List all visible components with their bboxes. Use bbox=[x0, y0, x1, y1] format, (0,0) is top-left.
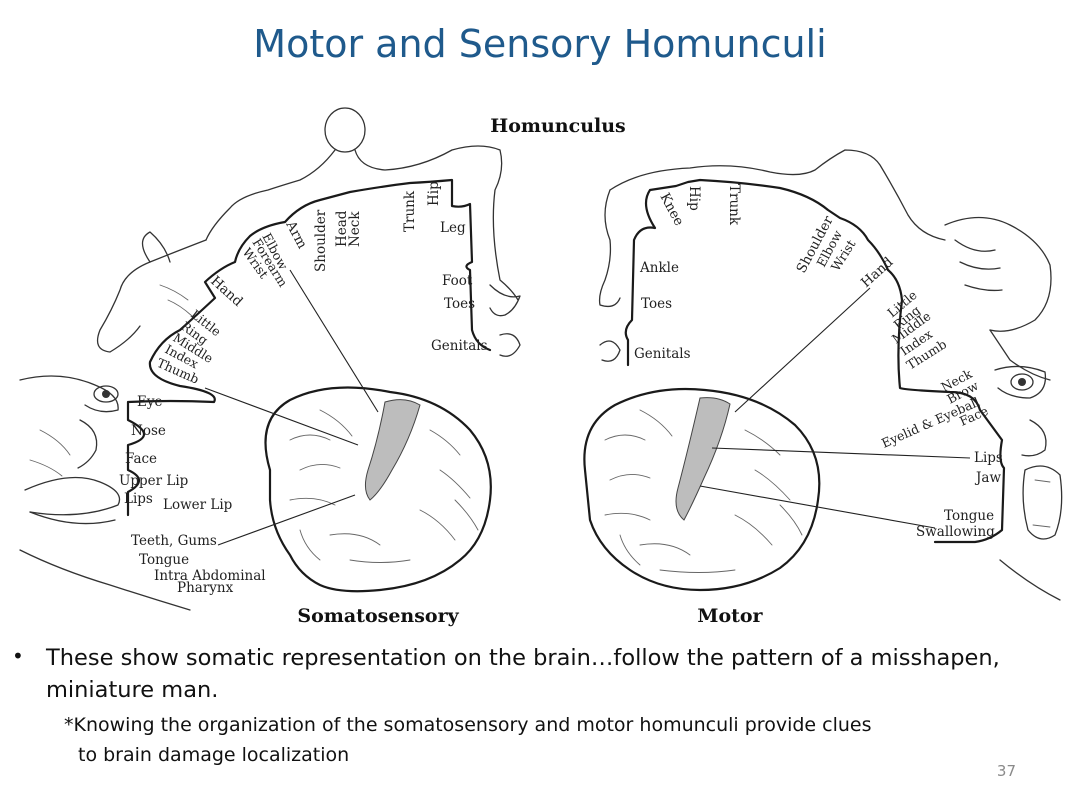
sensory-brain bbox=[204, 269, 492, 593]
motor-label-jaw: Jaw bbox=[974, 470, 1001, 486]
sensory-label-trunk: Trunk bbox=[402, 190, 418, 232]
somatosensory-labels: Shoulder Head Neck Trunk Hip Arm Elbow F… bbox=[119, 181, 488, 596]
sensory-label-intra-abdominal: Intra Abdominal bbox=[154, 568, 266, 584]
homunculus-figure: Homunculus Shoulder Head bbox=[19, 107, 1063, 627]
sensory-strip-highlight bbox=[364, 399, 421, 501]
sensory-label-head: Head bbox=[334, 210, 350, 247]
sensory-label-lower-lip: Lower Lip bbox=[163, 497, 232, 513]
sensory-label-hand: Hand bbox=[207, 273, 246, 310]
note-line-1: *Knowing the organization of the somatos… bbox=[64, 714, 872, 736]
somatosensory-diagram: Shoulder Head Neck Trunk Hip Arm Elbow F… bbox=[19, 107, 521, 627]
sensory-label-upper-lip: Upper Lip bbox=[119, 473, 188, 489]
note-line-2: to brain damage localization bbox=[78, 744, 350, 766]
sensory-homunculus-sketch bbox=[19, 107, 521, 611]
motor-label-tongue: Tongue bbox=[944, 508, 994, 524]
motor-caption: Motor bbox=[697, 605, 763, 627]
motor-label-trunk: Trunk bbox=[726, 184, 742, 226]
sensory-label-lips: Lips bbox=[124, 491, 153, 507]
sensory-label-leg: Leg bbox=[440, 220, 466, 236]
motor-label-lips: Lips bbox=[974, 450, 1003, 466]
motor-label-swallowing: Swallowing bbox=[916, 524, 995, 540]
motor-label-hip: Hip bbox=[686, 186, 702, 211]
sensory-label-pharynx: Pharynx bbox=[177, 580, 234, 596]
motor-label-genitals: Genitals bbox=[634, 346, 691, 362]
sensory-label-eye: Eye bbox=[137, 394, 162, 410]
bullet-text: These show somatic representation on the… bbox=[46, 645, 1000, 703]
slide-title: Motor and Sensory Homunculi bbox=[253, 22, 827, 66]
sensory-label-teeth-gums: Teeth, Gums bbox=[131, 533, 217, 549]
somatosensory-caption: Somatosensory bbox=[297, 605, 459, 627]
bullet-marker: • bbox=[12, 644, 24, 668]
sensory-label-neck: Neck bbox=[347, 211, 363, 247]
motor-strip-highlight bbox=[675, 397, 731, 521]
sensory-label-toes: Toes bbox=[444, 296, 475, 312]
sensory-label-foot: Foot bbox=[442, 273, 473, 289]
sensory-label-face: Face bbox=[125, 451, 157, 467]
motor-label-ankle: Ankle bbox=[639, 260, 679, 276]
motor-label-knee: Knee bbox=[656, 190, 686, 228]
page-number: 37 bbox=[996, 762, 1016, 780]
motor-cortex-outline bbox=[624, 178, 1006, 544]
sensory-label-arm: Arm bbox=[282, 217, 310, 251]
motor-brain bbox=[583, 287, 971, 592]
sensory-label-tongue: Tongue bbox=[139, 552, 189, 568]
figure-heading: Homunculus bbox=[490, 115, 625, 137]
motor-homunculus-sketch bbox=[598, 149, 1063, 601]
sensory-label-nose: Nose bbox=[131, 423, 166, 439]
motor-diagram: Hip Knee Trunk Ankle Toes Genitals Shoul… bbox=[583, 149, 1063, 627]
sensory-label-shoulder: Shoulder bbox=[313, 209, 329, 272]
motor-label-toes: Toes bbox=[641, 296, 672, 312]
somatosensory-cortex-outline bbox=[126, 178, 492, 517]
sensory-label-hip: Hip bbox=[426, 181, 442, 206]
bullet-note: *Knowing the organization of the somatos… bbox=[64, 710, 1064, 770]
sensory-label-genitals: Genitals bbox=[431, 338, 488, 354]
